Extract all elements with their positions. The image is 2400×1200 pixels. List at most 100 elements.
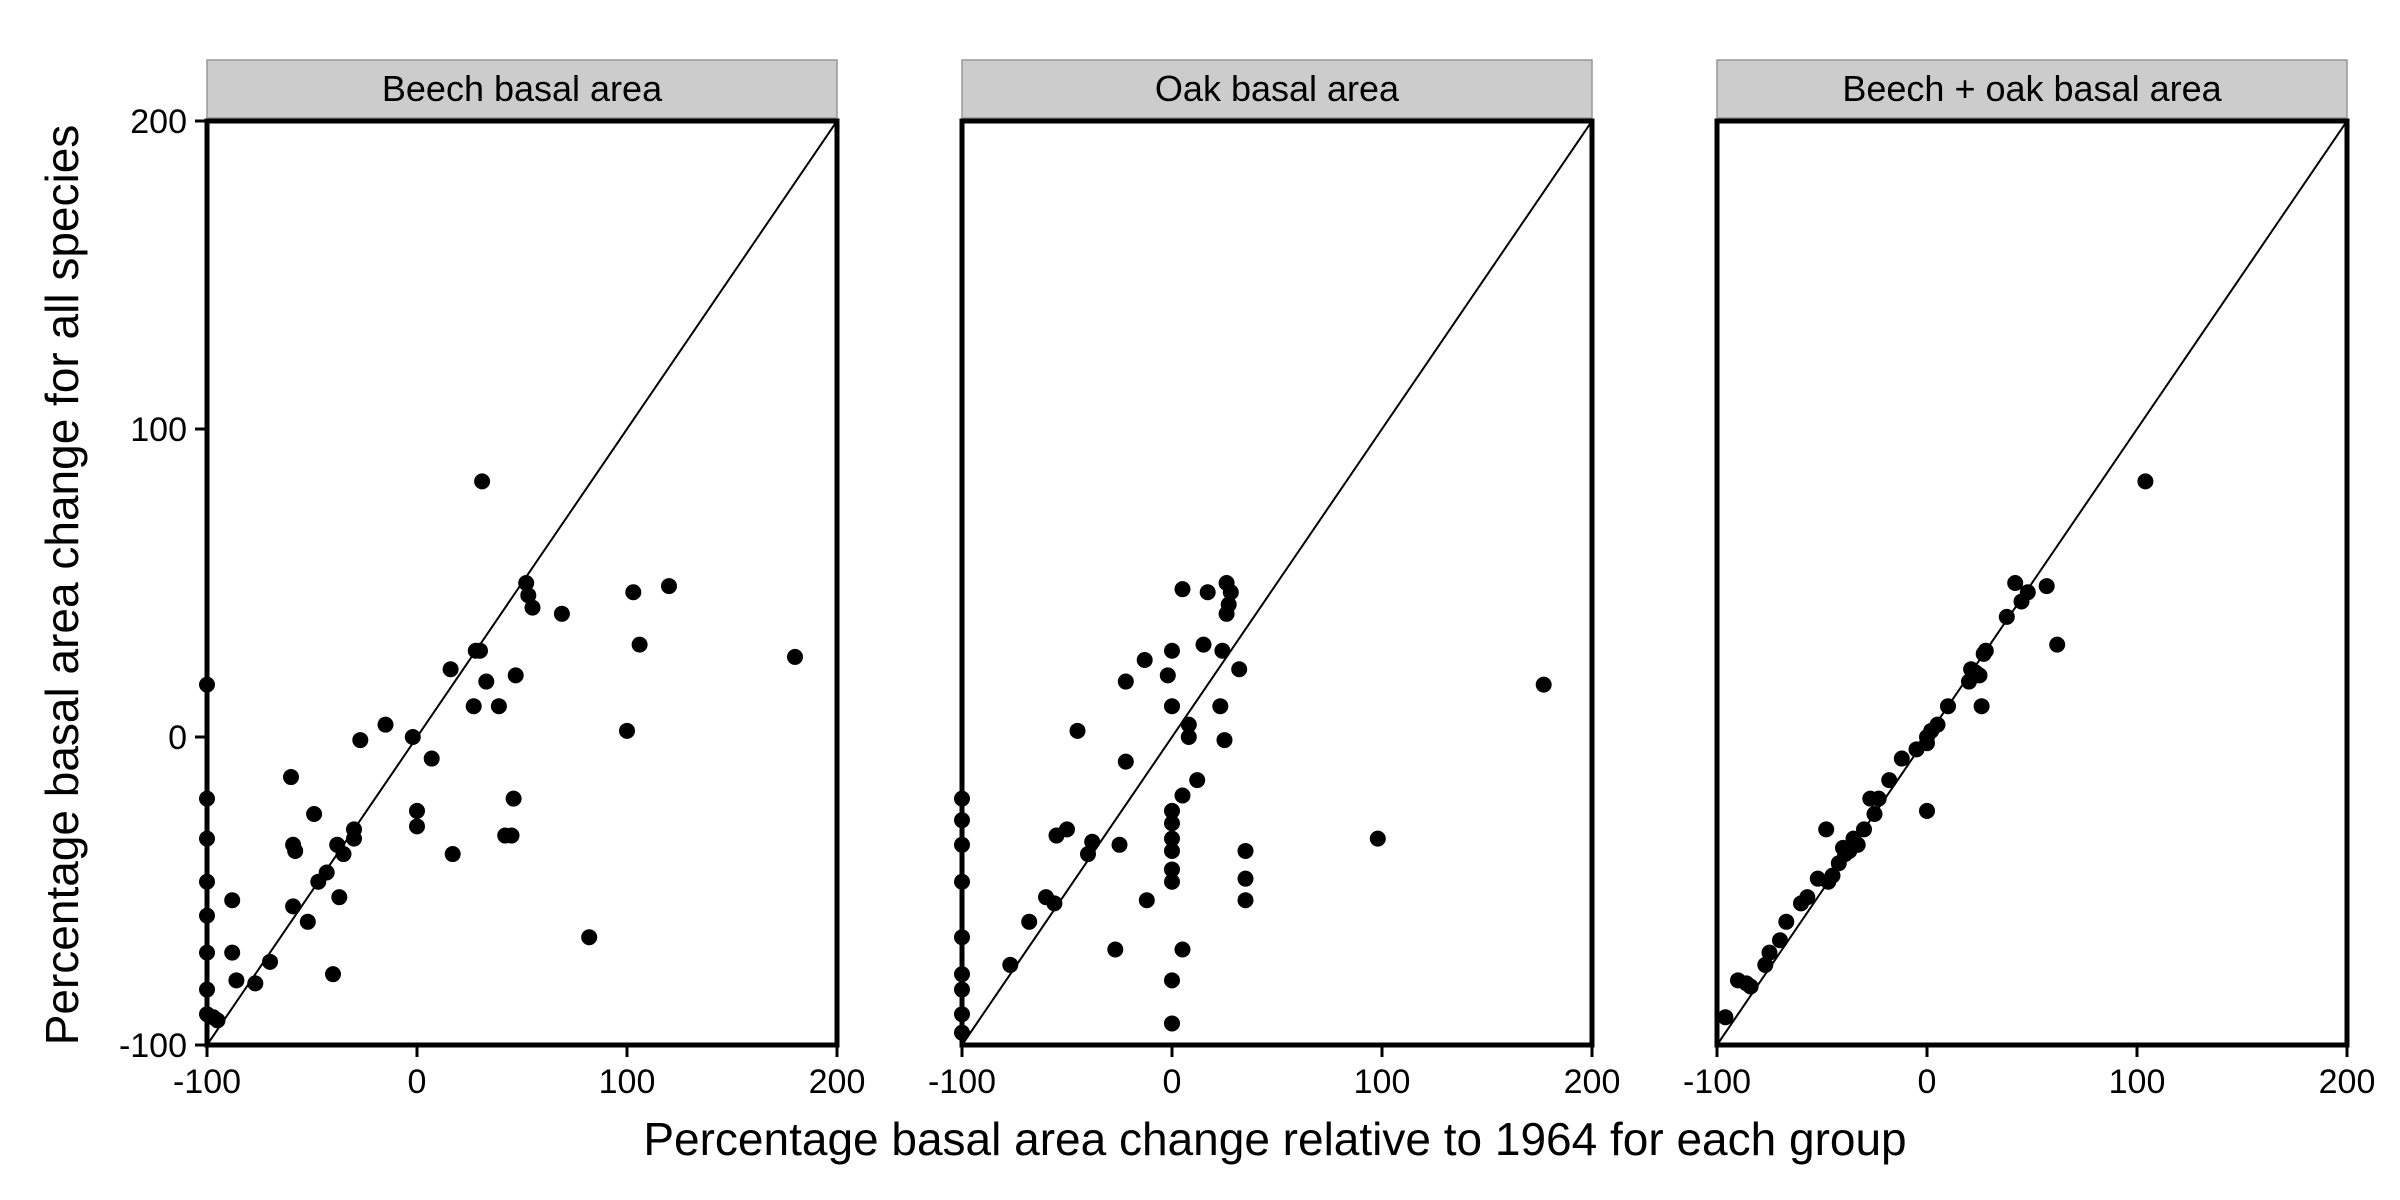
data-point [2019,584,2036,601]
data-point [404,729,421,745]
data-point [1059,821,1075,838]
data-point [335,846,352,863]
data-point [325,966,341,983]
data-point [1231,661,1248,678]
facet-strip-title: Oak basal area [1155,68,1400,109]
x-tick-label: 200 [2319,1063,2376,1101]
data-point [1180,716,1197,733]
data-point [1080,846,1096,863]
data-point [1164,815,1180,832]
data-point [1799,889,1816,906]
data-point [2007,575,2024,591]
data-point [1212,698,1229,715]
data-point [1977,642,1994,659]
data-point [1195,636,1212,653]
data-point [1971,667,1988,684]
data-point [1870,790,1887,807]
data-point [1164,873,1180,890]
data-point [1220,596,1237,613]
data-point [1174,787,1191,804]
data-point [1002,956,1019,973]
data-point [1174,581,1191,598]
data-point [478,673,495,690]
data-point [1214,642,1231,659]
data-point [1881,772,1898,789]
data-point [1778,913,1795,930]
facet-strip-title: Beech basal area [382,68,663,109]
y-tick-label: -100 [119,1027,187,1065]
data-point [1818,821,1835,838]
data-point [787,648,803,665]
data-point [1216,732,1233,749]
x-tick-label: 100 [2109,1063,2166,1101]
data-point [228,972,245,989]
data-point [661,578,677,595]
data-point [465,698,482,715]
data-point [1919,802,1935,819]
data-point [1998,608,2015,625]
y-tick-label: 0 [168,719,187,757]
data-point [1164,972,1180,989]
data-point [1893,750,1910,767]
data-point [490,698,507,715]
data-point [1111,836,1128,853]
data-point [1164,802,1180,819]
data-point [331,889,348,906]
data-point [1940,698,1956,715]
data-point [1856,821,1872,838]
data-point [444,846,461,863]
data-point [474,473,491,490]
y-axis-title: Percentage basal area change for all spe… [36,125,88,1046]
facet-strip [1716,59,2348,119]
panel-frame [204,118,840,1048]
points-group [1717,473,2154,1026]
facet-strip-title: Beech + oak basal area [1842,68,2222,109]
data-point [1174,941,1191,958]
data-point [318,864,335,881]
data-point [1164,642,1180,659]
x-tick-label: -100 [928,1063,996,1101]
x-axis-title: Percentage basal area change relative to… [643,1113,1906,1165]
data-point [1757,956,1774,973]
data-point [2137,473,2154,490]
data-point [1189,772,1206,789]
x-tick-label: 0 [1918,1063,1937,1101]
data-point [442,661,459,678]
data-point [1164,698,1180,715]
data-point [1138,892,1155,909]
data-point [1929,716,1946,733]
data-point [1973,698,1990,715]
data-point [1237,892,1254,909]
data-point [285,898,302,915]
data-point [619,722,635,739]
y-tick-label: 200 [130,103,187,141]
data-point [524,599,541,616]
data-point [520,587,537,604]
points-group [199,473,803,1029]
data-point [507,667,524,684]
x-tick-label: 200 [1564,1063,1621,1101]
facet-strip [206,59,838,119]
data-point [1164,830,1180,847]
data-point [1824,867,1841,884]
panels-layer: Beech basal area -100 0 100 200 -100 0 100 200 Oa… [119,59,2376,1101]
data-point [2038,578,2055,595]
data-point [1164,1015,1180,1032]
x-tick-label: 0 [1163,1063,1182,1101]
data-point [1772,932,1788,949]
data-point [505,790,522,807]
x-tick-label: 100 [1354,1063,1411,1101]
x-tick-label: 100 [599,1063,656,1101]
data-point [224,944,241,961]
data-point [1136,652,1153,668]
data-point [1084,833,1101,850]
data-point [423,750,440,767]
data-point [1742,978,1759,995]
data-point [1199,584,1216,601]
data-point [1535,676,1552,693]
data-point [409,802,425,819]
facet-strip [961,59,1593,119]
data-point [409,818,425,835]
data-point [1107,941,1124,958]
data-point [1369,830,1386,847]
